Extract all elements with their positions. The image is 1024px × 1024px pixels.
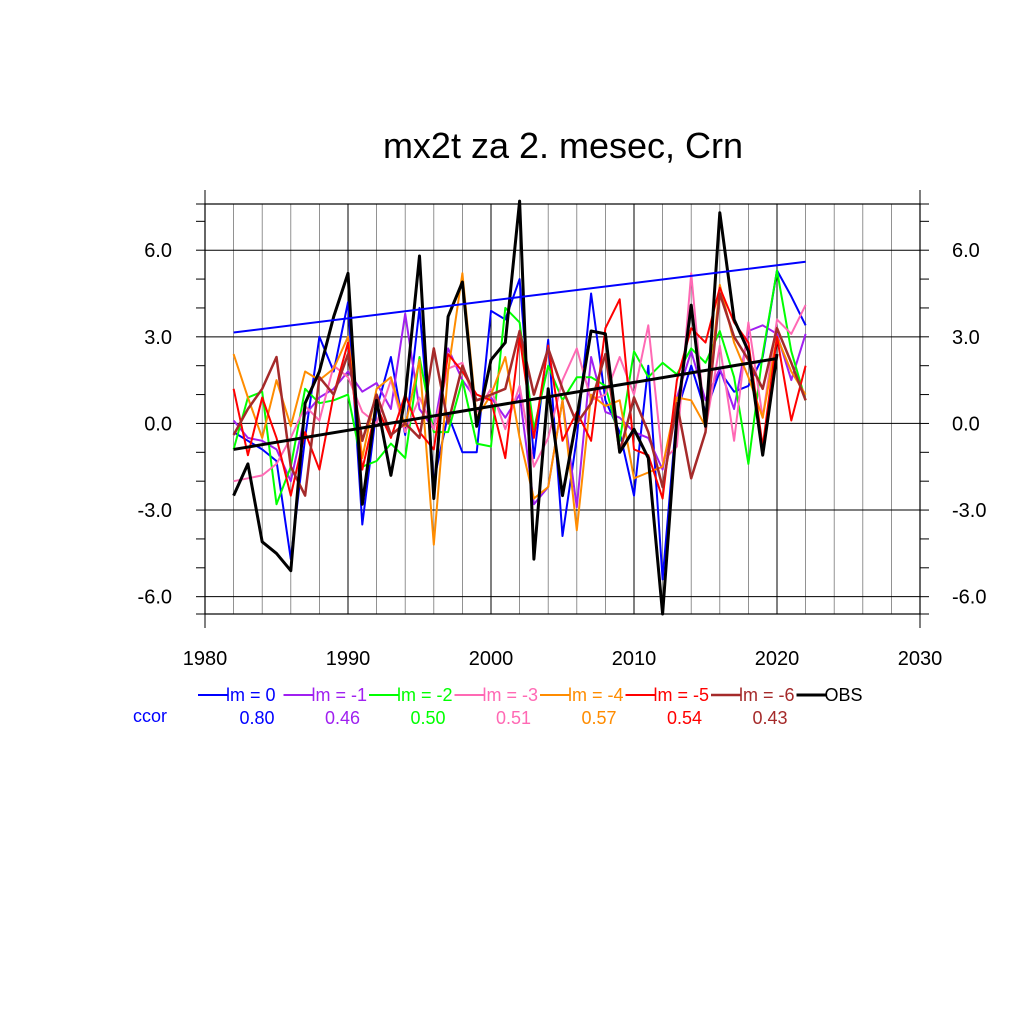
legend: ccor lm = 0 0.80 lm = -1 0.46 lm = -2 0.50 lm =… <box>133 685 863 728</box>
y-tick-label-right: 3.0 <box>952 327 980 349</box>
legend-label: OBS <box>825 685 863 705</box>
series-line <box>233 272 807 483</box>
ccor-value: 0.50 <box>410 708 445 728</box>
x-tick-label: 2010 <box>612 648 657 670</box>
legend-label: lm = -4 <box>568 685 624 705</box>
x-tick-label: 2030 <box>898 648 943 670</box>
x-tick-label: 1990 <box>326 648 371 670</box>
legend-label: lm = -3 <box>483 685 539 705</box>
y-tick-label-left: -3.0 <box>138 500 172 522</box>
chart-title: mx2t za 2. mesec, Crn <box>383 125 743 166</box>
y-tick-label-right: 6.0 <box>952 240 980 262</box>
y-tick-label-left: -6.0 <box>138 587 172 609</box>
x-tick-label: 2000 <box>469 648 514 670</box>
legend-label: lm = -1 <box>312 685 368 705</box>
trend-line <box>233 260 806 334</box>
ccor-value: 0.43 <box>752 708 787 728</box>
x-tick-label: 1980 <box>183 648 228 670</box>
series-line <box>232 286 807 500</box>
legend-label: lm = -6 <box>739 685 795 705</box>
plot-frame <box>196 190 929 628</box>
series-line <box>232 199 779 616</box>
ccor-value: 0.57 <box>581 708 616 728</box>
y-tick-label-right: -3.0 <box>952 500 986 522</box>
series-line <box>232 292 807 497</box>
ccor-value: 0.80 <box>239 708 274 728</box>
axes: 1980 1990 2000 2010 2020 2030 6.0 6.0 3.0 3.0 0.0 0… <box>138 220 986 670</box>
y-tick-label-left: 6.0 <box>144 240 172 262</box>
y-tick-label-right: 0.0 <box>952 413 980 435</box>
ccor-value: 0.51 <box>496 708 531 728</box>
x-tick-label: 2020 <box>755 648 800 670</box>
legend-label: lm = 0 <box>226 685 276 705</box>
ccor-value: 0.46 <box>325 708 360 728</box>
y-tick-label-left: 0.0 <box>144 413 172 435</box>
y-tick-label-left: 3.0 <box>144 327 172 349</box>
ccor-label: ccor <box>133 706 167 726</box>
trend-line <box>233 356 778 451</box>
ccor-value: 0.54 <box>667 708 702 728</box>
legend-label: lm = -2 <box>397 685 453 705</box>
y-tick-label-right: -6.0 <box>952 587 986 609</box>
legend-label: lm = -5 <box>654 685 710 705</box>
series-layer <box>232 199 807 616</box>
